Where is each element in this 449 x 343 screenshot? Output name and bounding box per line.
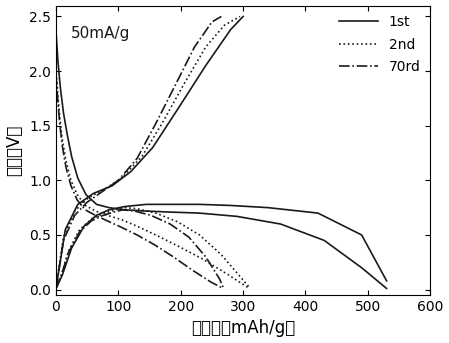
Text: 50mA/g: 50mA/g [71,26,130,41]
70rd [134,233,140,237]
2nd [175,244,180,248]
1st [83,192,88,197]
1st [75,176,80,180]
70rd [171,255,176,259]
1st [384,286,389,291]
70rd [75,198,80,202]
1st [141,209,146,213]
Line: 1st: 1st [56,31,387,288]
2nd [153,233,158,237]
70rd [220,286,226,291]
1st [55,58,61,62]
70rd [189,268,195,272]
70rd [55,99,61,104]
1st [122,208,127,212]
2nd [75,192,80,197]
X-axis label: 比电容（mAh/g）: 比电容（mAh/g） [191,319,295,338]
2nd [55,93,61,97]
1st [234,214,240,218]
70rd [152,243,157,247]
70rd [60,143,65,147]
70rd [83,208,88,212]
1st [61,110,66,115]
2nd [68,178,74,182]
1st [65,132,70,137]
Line: 2nd: 2nd [56,69,249,288]
70rd [63,165,69,169]
1st [69,154,74,158]
Y-axis label: 电压（V）: 电压（V） [5,125,23,176]
1st [57,85,63,90]
70rd [92,213,98,217]
2nd [92,209,98,213]
1st [359,266,364,270]
2nd [57,115,62,119]
2nd [200,257,205,261]
Legend: 1st, 2nd, 70rd: 1st, 2nd, 70rd [333,10,426,80]
2nd [225,272,230,276]
2nd [247,286,252,291]
70rd [208,280,213,284]
Line: 70rd: 70rd [56,74,223,288]
1st [278,222,283,226]
70rd [57,121,62,126]
2nd [83,203,88,208]
2nd [119,217,124,222]
1st [197,211,202,215]
1st [94,202,99,206]
2nd [60,137,65,141]
2nd [105,213,110,217]
1st [106,205,112,210]
1st [321,238,327,243]
1st [53,28,59,33]
70rd [119,225,124,229]
2nd [63,158,69,163]
2nd [134,224,140,228]
70rd [53,72,59,76]
2nd [53,67,59,71]
70rd [105,219,110,223]
70rd [68,184,74,188]
1st [166,210,171,214]
